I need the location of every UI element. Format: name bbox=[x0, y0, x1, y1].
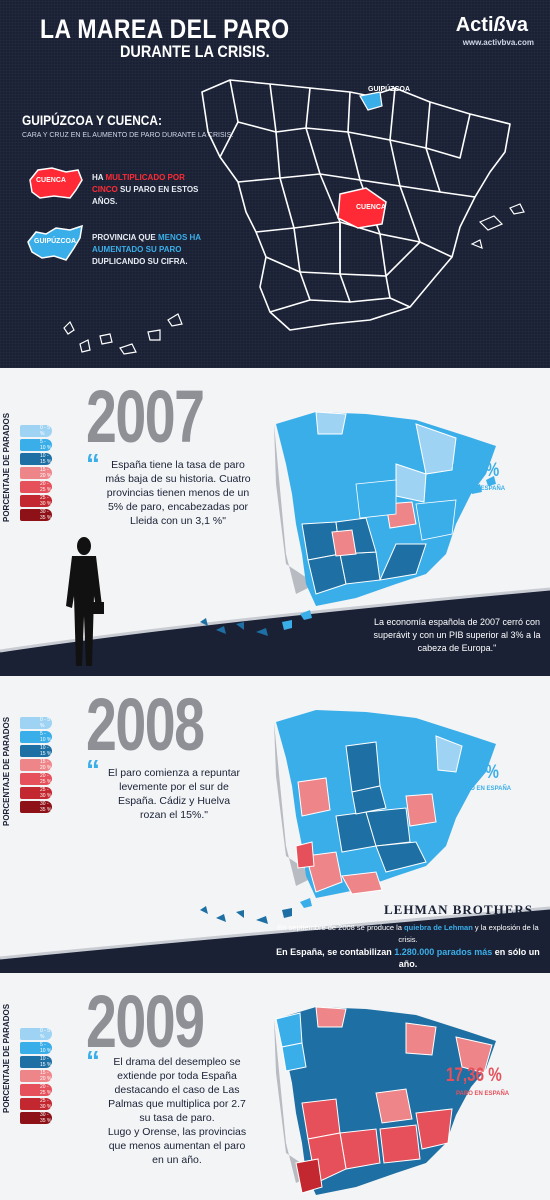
rate-label-2007: PARO EN ESPAÑA bbox=[452, 486, 506, 492]
panel-2007: 2007 PORCENTAJE DE PARADOS 0 - 5 % 5 - 1… bbox=[0, 368, 550, 671]
guipuzcoa-text-highlight: MENOS HA AUMENTADO SU PARO bbox=[92, 233, 201, 254]
intro-title: GUIPÚZCOA Y CUENCA: bbox=[22, 112, 162, 128]
legend-swatch: 5 - 10 % bbox=[20, 1041, 52, 1054]
quote-mark-icon: “ bbox=[86, 754, 100, 785]
map-2009 bbox=[274, 1006, 496, 1195]
note-2008-line2-highlight: 1.280.000 parados más bbox=[394, 947, 493, 957]
legend-swatch: 20 - 25 % bbox=[20, 772, 52, 785]
header-section: LA MAREA DEL PARO DURANTE LA CRISIS. Act… bbox=[0, 0, 550, 368]
legend-swatch: 10 - 15 % bbox=[20, 452, 52, 465]
map-2007 bbox=[274, 411, 496, 606]
rate-2008: 9,6 % bbox=[460, 762, 499, 783]
note-2008-line2-post: en sólo un año. bbox=[398, 947, 540, 968]
cuenca-badge: CUENCA bbox=[36, 177, 66, 184]
canary-islands-2007 bbox=[200, 610, 312, 636]
legend-swatch: 0 - 5 % bbox=[20, 424, 52, 437]
rate-label-2008: PARO EN ESPAÑA bbox=[458, 786, 512, 792]
intro-subtitle: CARA Y CRUZ EN EL AUMENTO DE PARO DURANT… bbox=[22, 132, 234, 139]
map-label-cuenca: CUENCA bbox=[356, 204, 386, 211]
legend-vertical-label: PORCENTAJE DE PARADOS bbox=[2, 412, 11, 522]
quote-2008: El paro comienza a repuntar levemente po… bbox=[108, 767, 240, 821]
legend-swatch: 25 - 30 % bbox=[20, 1097, 52, 1110]
legend-swatch: 0 - 5 % bbox=[20, 1027, 52, 1040]
lehman-brothers-logo: LEHMAN BROTHERS bbox=[384, 902, 533, 917]
legend-swatch: 10 - 15 % bbox=[20, 1055, 52, 1068]
quote-2009-second: Lugo y Orense, las provincias que menos … bbox=[107, 1126, 247, 1166]
spain-provinces-outline-map bbox=[201, 79, 525, 331]
logo-text-start: Acti bbox=[455, 14, 494, 36]
logo[interactable]: Actißva bbox=[456, 14, 528, 37]
note-2008-line1-pre: En septiembre de 2008 se produce la bbox=[277, 923, 405, 932]
logo-text-end: va bbox=[505, 14, 528, 36]
cuenca-text-highlight: MULTIPLICADO POR CINCO bbox=[92, 173, 185, 194]
year-2007: 2007 bbox=[86, 375, 205, 458]
quote-mark-icon: “ bbox=[86, 1045, 100, 1076]
legend-swatch: 30 - 35 % bbox=[20, 508, 52, 521]
rate-2009: 17,36 % bbox=[446, 1065, 502, 1086]
logo-text-mid: ß bbox=[493, 14, 506, 36]
note-2008-line2-pre: En España, se contabilizan bbox=[276, 947, 395, 957]
legend-vertical-label: PORCENTAJE DE PARADOS bbox=[2, 716, 11, 826]
panel-2007-swoosh bbox=[0, 587, 550, 671]
quote-2007: España tiene la tasa de paro más baja de… bbox=[105, 459, 251, 527]
cuenca-shape-icon bbox=[29, 167, 83, 199]
note-2008-line2: En España, se contabilizan 1.280.000 par… bbox=[272, 946, 544, 968]
note-2008-line1-post: y la explosión de la crisis. bbox=[398, 923, 539, 944]
page-subtitle: DURANTE LA CRISIS. bbox=[120, 42, 270, 61]
cuenca-text-pre: HA bbox=[92, 173, 106, 182]
legend-swatch: 25 - 30 % bbox=[20, 786, 52, 799]
note-2007: La economía española de 2007 cerró con s… bbox=[373, 617, 541, 653]
note-2008: En septiembre de 2008 se produce la quie… bbox=[272, 922, 544, 968]
legend-vertical-label: PORCENTAJE DE PARADOS bbox=[2, 1003, 11, 1113]
map-2008 bbox=[274, 710, 496, 898]
map-label-guipuzcoa: GUIPÚZCOA bbox=[368, 86, 410, 93]
panel-2008-swoosh bbox=[0, 906, 550, 968]
year-2008: 2008 bbox=[86, 683, 205, 766]
legend-swatch: 10 - 15 % bbox=[20, 744, 52, 757]
note-2008-line1-highlight: quiebra de Lehman bbox=[404, 923, 473, 932]
cuenca-description: HA MULTIPLICADO POR CINCO SU PARO EN EST… bbox=[92, 172, 202, 208]
businessman-silhouette-icon bbox=[66, 537, 104, 666]
canary-islands-outline bbox=[63, 313, 183, 355]
year-2009: 2009 bbox=[86, 980, 205, 1063]
guipuzcoa-description: PROVINCIA QUE MENOS HA AUMENTADO SU PARO… bbox=[92, 232, 202, 268]
guipuzcoa-badge: GUIPÚZCOA bbox=[34, 238, 76, 245]
guipuzcoa-text-pre: PROVINCIA QUE bbox=[92, 233, 158, 242]
quote-2009: El drama del desempleo se extiende por t… bbox=[108, 1056, 246, 1124]
guipuzcoa-shape-icon bbox=[27, 224, 83, 261]
rate-label-2009: PARO EN ESPAÑA bbox=[456, 1091, 510, 1097]
panel-2008: 2008 PORCENTAJE DE PARADOS 0 - 5 % 5 - 1… bbox=[0, 676, 550, 968]
canary-islands-2008 bbox=[200, 898, 312, 924]
quote-mark-icon: “ bbox=[86, 448, 100, 479]
cuenca-text-post: SU PARO EN ESTOS AÑOS. bbox=[92, 185, 199, 206]
note-2008-line1: En septiembre de 2008 se produce la quie… bbox=[272, 922, 544, 946]
panel-2009: 2009 PORCENTAJE DE PARADOS 0 - 5 % 5 - 1… bbox=[0, 973, 550, 1200]
legend-swatch: 15 - 20 % bbox=[20, 466, 52, 479]
legend-2008: 0 - 5 % 5 - 10 % 10 - 15 % 15 - 20 % 20 … bbox=[20, 716, 52, 814]
legend-swatch: 30 - 35 % bbox=[20, 800, 52, 813]
rate-2007: 8,50 % bbox=[452, 460, 500, 481]
legend-swatch: 20 - 25 % bbox=[20, 1083, 52, 1096]
logo-url[interactable]: www.activbva.com bbox=[462, 38, 534, 47]
legend-swatch: 30 - 35 % bbox=[20, 1111, 52, 1124]
legend-swatch: 25 - 30 % bbox=[20, 494, 52, 507]
legend-swatch: 0 - 5 % bbox=[20, 716, 52, 729]
legend-swatch: 20 - 25 % bbox=[20, 480, 52, 493]
legend-2007: 0 - 5 % 5 - 10 % 10 - 15 % 15 - 20 % 20 … bbox=[20, 424, 52, 522]
legend-2009: 0 - 5 % 5 - 10 % 10 - 15 % 15 - 20 % 20 … bbox=[20, 1027, 52, 1125]
legend-swatch: 15 - 20 % bbox=[20, 1069, 52, 1082]
legend-swatch: 5 - 10 % bbox=[20, 438, 52, 451]
page-title: LA MAREA DEL PARO bbox=[40, 14, 290, 44]
guipuzcoa-text-post: DUPLICANDO SU CIFRA. bbox=[92, 257, 188, 266]
legend-swatch: 5 - 10 % bbox=[20, 730, 52, 743]
legend-swatch: 15 - 20 % bbox=[20, 758, 52, 771]
